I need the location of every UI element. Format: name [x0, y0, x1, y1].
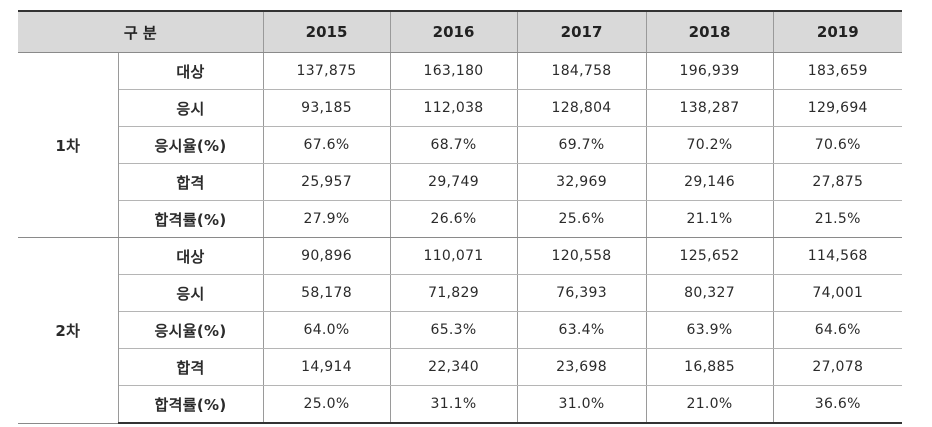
table-cell: 64.6%	[772, 311, 903, 349]
table-row: 합격 25,957 29,749 32,969 29,146 27,875	[18, 163, 903, 201]
exam-statistics-container: 구 분 2015 2016 2017 2018 2019 1차 대상 137,875…	[18, 10, 903, 424]
table-cell: 14,914	[262, 348, 391, 386]
table-cell: 67.6%	[262, 126, 391, 164]
group-label: 1차	[18, 52, 119, 238]
table-cell: 26.6%	[389, 200, 518, 238]
header-year: 2017	[516, 10, 647, 53]
table-cell: 70.6%	[772, 126, 903, 164]
table-cell: 31.0%	[516, 385, 647, 424]
row-label: 합격률(%)	[118, 385, 264, 424]
table-cell: 23,698	[516, 348, 647, 386]
table-cell: 29,749	[389, 163, 518, 201]
table-cell: 21.0%	[645, 385, 774, 424]
table-cell: 184,758	[516, 52, 647, 90]
table-cell: 32,969	[516, 163, 647, 201]
table-cell: 65.3%	[389, 311, 518, 349]
table-cell: 129,694	[772, 89, 903, 127]
table-cell: 70.2%	[645, 126, 774, 164]
table-cell: 58,178	[262, 274, 391, 312]
header-year: 2015	[262, 10, 391, 53]
header-year: 2019	[772, 10, 903, 53]
table-body: 1차 대상 137,875 163,180 184,758 196,939 183,659 응…	[18, 52, 903, 424]
table-cell: 93,185	[262, 89, 391, 127]
header-row: 구 분 2015 2016 2017 2018 2019	[18, 10, 903, 53]
table-row: 응시율(%) 64.0% 65.3% 63.4% 63.9% 64.6%	[18, 311, 903, 349]
table-cell: 137,875	[262, 52, 391, 90]
row-label: 합격	[118, 163, 264, 201]
table-cell: 163,180	[389, 52, 518, 90]
table-cell: 25,957	[262, 163, 391, 201]
table-cell: 27.9%	[262, 200, 391, 238]
table-cell: 120,558	[516, 237, 647, 275]
table-cell: 63.4%	[516, 311, 647, 349]
table-cell: 183,659	[772, 52, 903, 90]
table-row: 합격 14,914 22,340 23,698 16,885 27,078	[18, 348, 903, 386]
table-cell: 76,393	[516, 274, 647, 312]
table-row: 합격률(%) 27.9% 26.6% 25.6% 21.1% 21.5%	[18, 200, 903, 238]
table-row: 2차 대상 90,896 110,071 120,558 125,652 114,568	[18, 237, 903, 424]
table-cell: 22,340	[389, 348, 518, 386]
table-cell: 74,001	[772, 274, 903, 312]
row-label: 대상	[117, 237, 264, 275]
row-label: 응시율(%)	[118, 311, 264, 349]
table-cell: 71,829	[389, 274, 518, 312]
table-cell: 29,146	[645, 163, 774, 201]
table-cell: 64.0%	[262, 311, 391, 349]
table-cell: 128,804	[516, 89, 647, 127]
row-label: 합격률(%)	[118, 200, 264, 238]
header-category: 구 분	[18, 10, 264, 53]
table-cell: 27,875	[772, 163, 903, 201]
header-year: 2016	[389, 10, 518, 53]
row-label: 대상	[117, 52, 264, 90]
table-cell: 36.6%	[772, 385, 903, 424]
table-cell: 25.6%	[516, 200, 647, 238]
table-cell: 16,885	[645, 348, 774, 386]
table-cell: 138,287	[645, 89, 774, 127]
header-year: 2018	[645, 10, 774, 53]
table-row: 응시 93,185 112,038 128,804 138,287 129,694	[18, 89, 903, 127]
table-cell: 69.7%	[516, 126, 647, 164]
table-cell: 25.0%	[262, 385, 391, 424]
table-cell: 80,327	[645, 274, 774, 312]
table-row: 합격률(%) 25.0% 31.1% 31.0% 21.0% 36.6%	[18, 385, 903, 424]
table-cell: 31.1%	[389, 385, 518, 424]
table-cell: 68.7%	[389, 126, 518, 164]
table-cell: 21.1%	[645, 200, 774, 238]
row-label: 응시율(%)	[118, 126, 264, 164]
row-label: 합격	[118, 348, 264, 386]
table-cell: 21.5%	[772, 200, 903, 238]
table-row: 응시율(%) 67.6% 68.7% 69.7% 70.2% 70.6%	[18, 126, 903, 164]
row-label: 응시	[118, 274, 264, 312]
table-cell: 27,078	[772, 348, 903, 386]
exam-statistics-table: 구 분 2015 2016 2017 2018 2019 1차 대상 137,875…	[18, 10, 903, 424]
table-row: 응시 58,178 71,829 76,393 80,327 74,001	[18, 274, 903, 312]
table-cell: 196,939	[645, 52, 774, 90]
table-cell: 114,568	[772, 237, 903, 275]
row-label: 응시	[118, 89, 264, 127]
table-cell: 110,071	[389, 237, 518, 275]
table-cell: 112,038	[389, 89, 518, 127]
table-row: 1차 대상 137,875 163,180 184,758 196,939 183,659	[18, 52, 903, 238]
table-cell: 63.9%	[645, 311, 774, 349]
group-label: 2차	[18, 237, 119, 424]
table-cell: 90,896	[262, 237, 391, 275]
table-cell: 125,652	[645, 237, 774, 275]
